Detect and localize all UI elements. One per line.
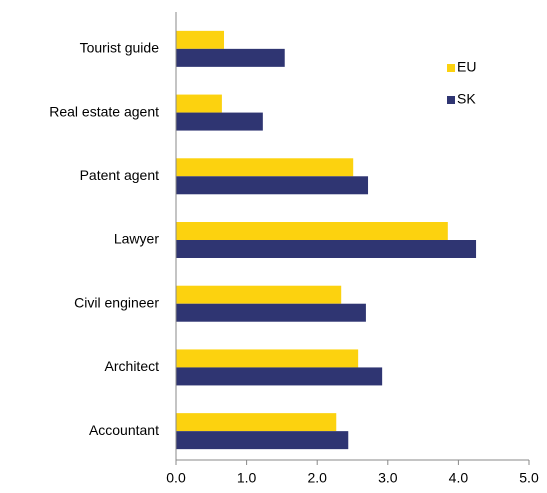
- y-tick-label: Real estate agent: [49, 103, 159, 119]
- x-tick-label: 4.0: [449, 470, 469, 486]
- y-tick-label: Tourist guide: [80, 40, 160, 56]
- x-tick-label: 3.0: [378, 470, 398, 486]
- bar: [176, 413, 337, 432]
- x-tick-label: 0.0: [166, 470, 186, 486]
- bar: [176, 158, 354, 177]
- y-tick-label: Patent agent: [80, 167, 160, 183]
- y-tick-label: Civil engineer: [74, 294, 159, 310]
- bar: [176, 222, 448, 240]
- bar: [176, 349, 359, 368]
- x-tick-label: 1.0: [237, 470, 257, 486]
- bar: [176, 30, 225, 49]
- legend-label: EU: [457, 59, 476, 75]
- legend-swatch: [447, 96, 455, 104]
- bar: [176, 176, 369, 195]
- bar: [176, 285, 342, 304]
- bar: [176, 48, 285, 67]
- y-tick-label: Architect: [105, 358, 160, 374]
- bar: [176, 303, 366, 322]
- legend-label: SK: [457, 91, 476, 107]
- y-tick-label: Lawyer: [114, 231, 159, 247]
- bar: [176, 431, 349, 450]
- y-tick-label: Accountant: [89, 422, 159, 438]
- x-tick-label: 5.0: [519, 470, 539, 486]
- bar: [176, 94, 222, 113]
- bar: [176, 112, 263, 131]
- bar: [176, 367, 383, 386]
- bar: [176, 240, 477, 258]
- legend-swatch: [447, 64, 455, 72]
- x-tick-label: 2.0: [307, 470, 327, 486]
